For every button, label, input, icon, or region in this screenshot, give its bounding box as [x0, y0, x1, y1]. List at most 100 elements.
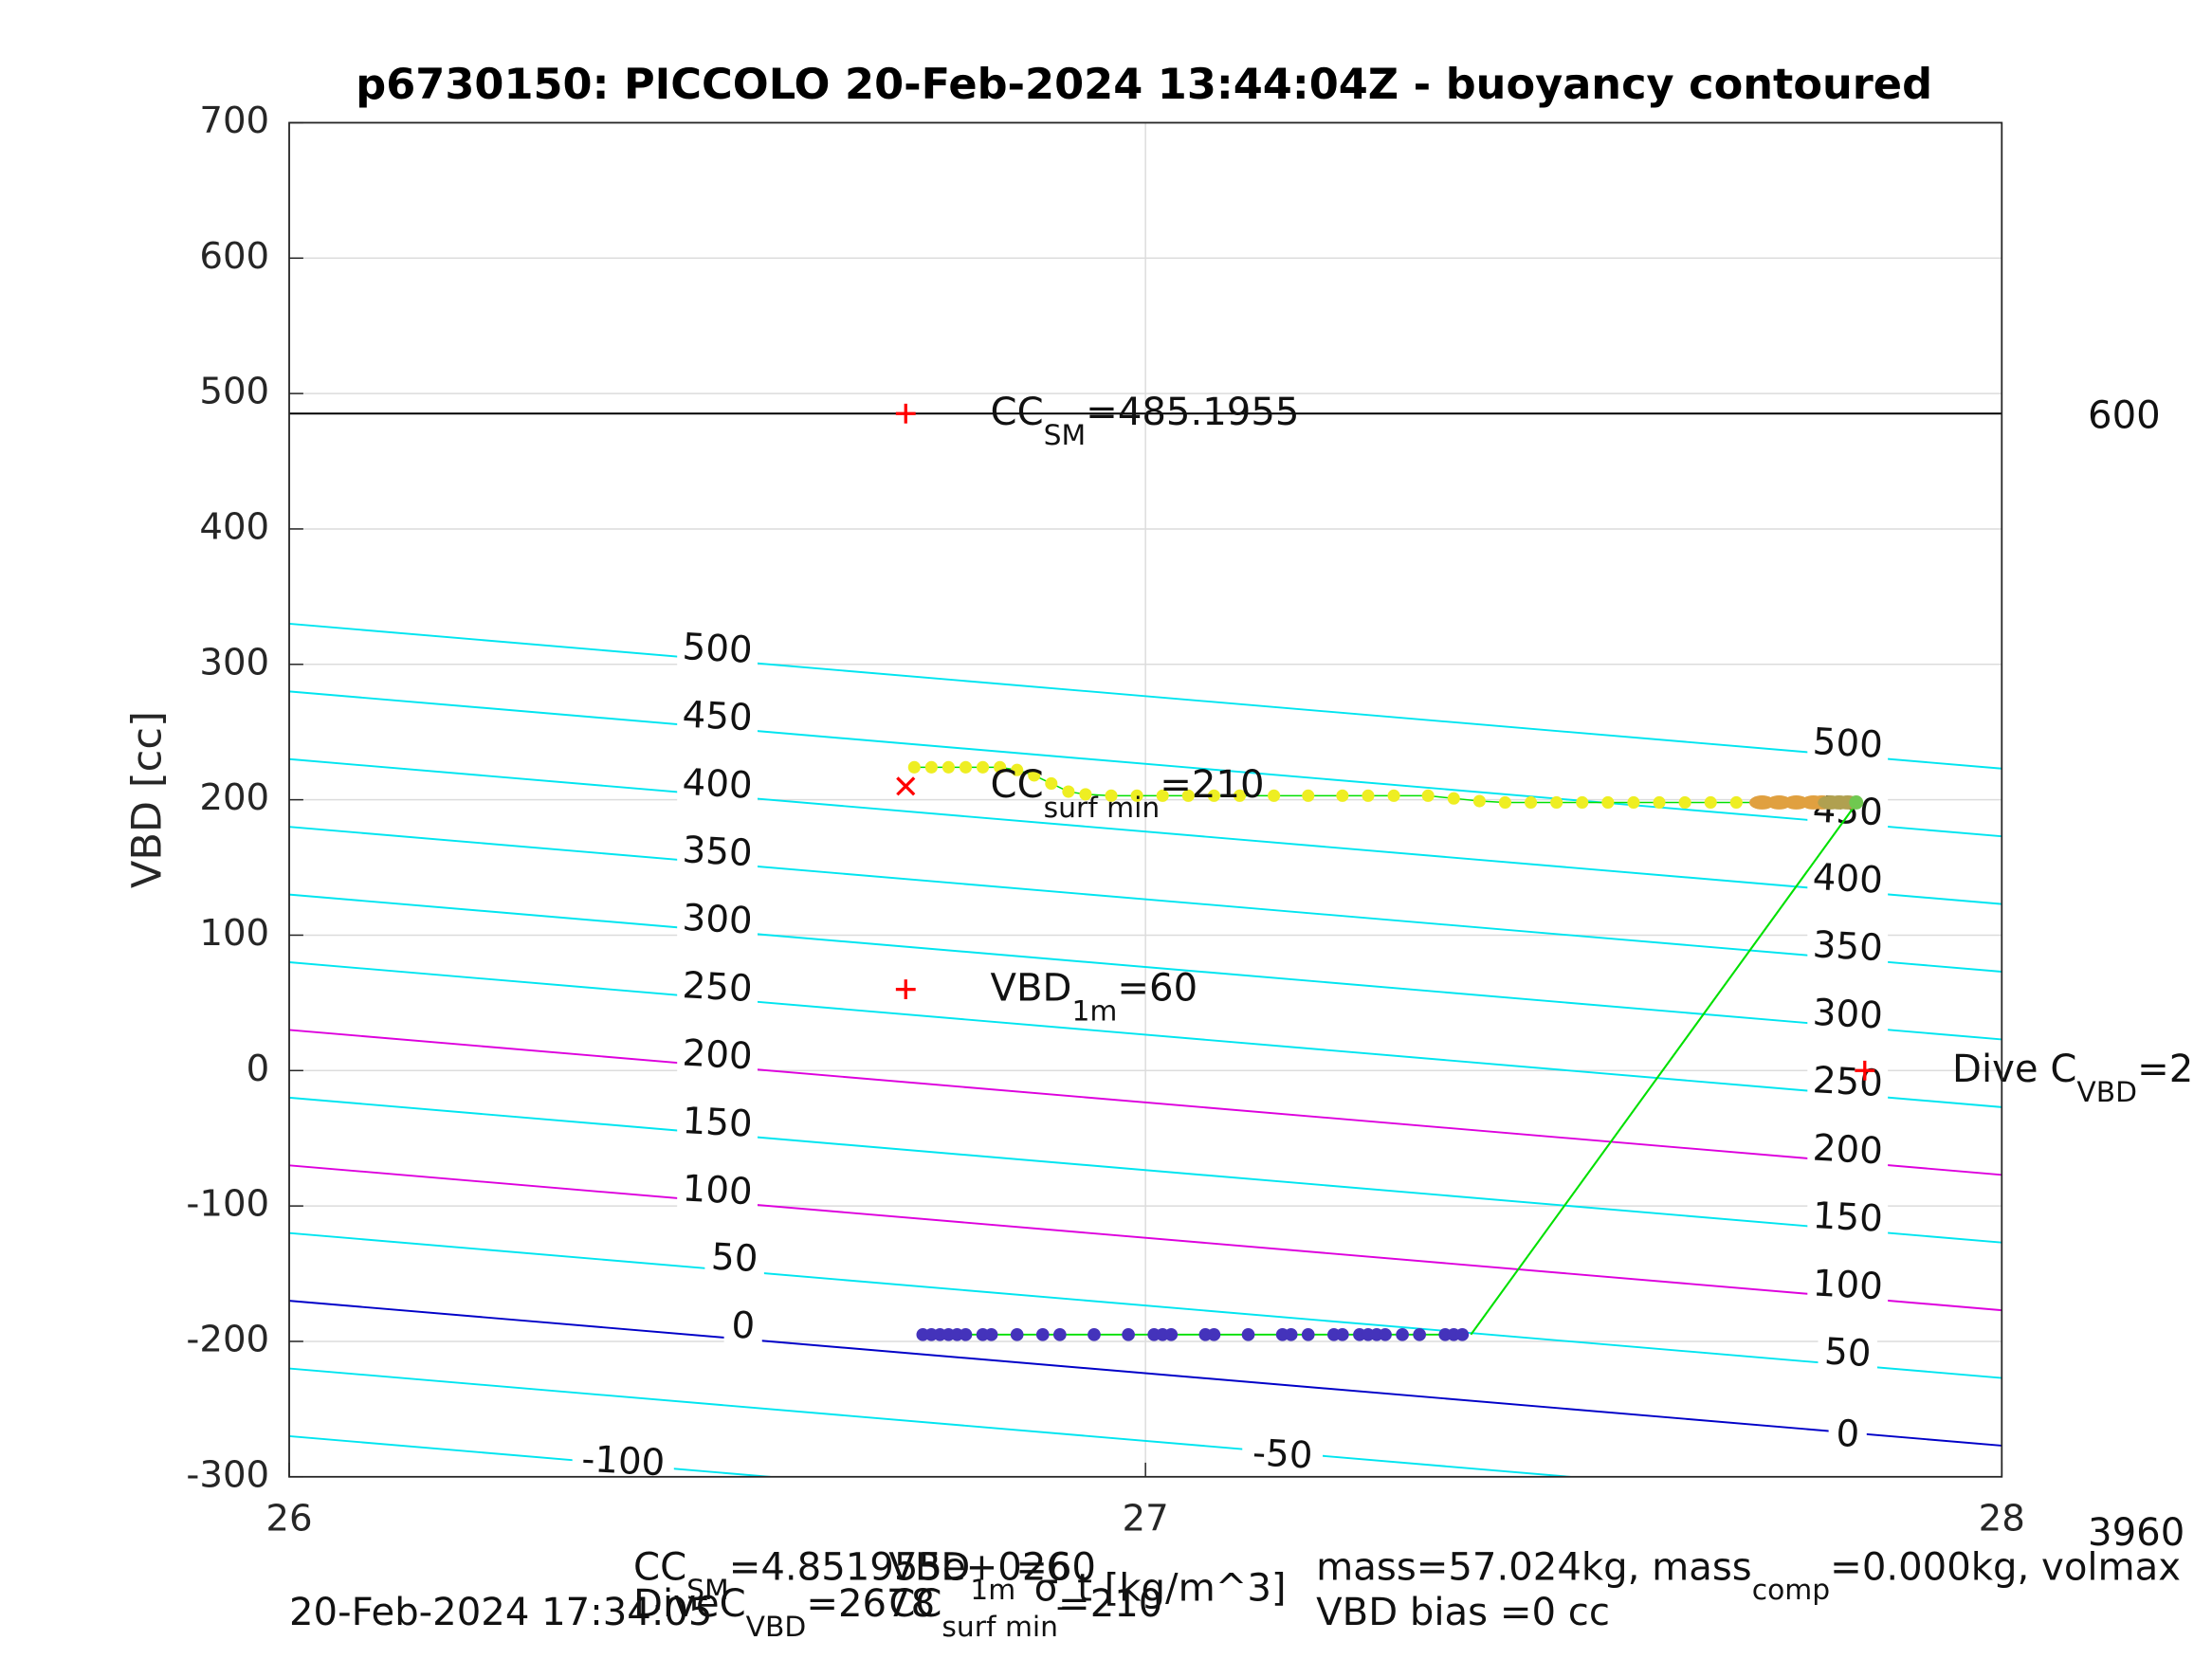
contour-label: 250	[1812, 1059, 1884, 1105]
contour-label-bg	[1242, 1433, 1324, 1477]
dive-point	[1413, 1327, 1426, 1341]
dive-point	[1164, 1327, 1179, 1341]
contour-label: 350	[1812, 923, 1884, 970]
dive-point	[1301, 1327, 1315, 1341]
marker-label-main: CC	[991, 763, 1044, 807]
contour-label: 0	[1835, 1413, 1860, 1456]
footer-cc-sm-sub: SM	[686, 1574, 729, 1607]
climb-point	[1447, 792, 1460, 805]
footer-cc-sm-tail: =4.851955e+026	[729, 1545, 1070, 1589]
buoyancy-contours	[289, 622, 2002, 1477]
contour-label-bg	[1828, 1413, 1867, 1456]
climb-point	[1387, 789, 1400, 802]
dive-point	[1088, 1327, 1101, 1341]
y-tick-label: 300	[199, 641, 269, 684]
contour-line	[289, 893, 2002, 1041]
contour-label-bg	[1807, 1196, 1889, 1240]
climb-point	[994, 760, 1007, 774]
footer-mass: mass=57.024kg, masscomp=0.000kg, volmax	[1316, 1545, 2181, 1607]
contour-label: 100	[1812, 1262, 1884, 1308]
x-tick-label: 28	[1979, 1497, 2025, 1540]
contour-label: 400	[1812, 856, 1884, 902]
marker-label-sub: 1m	[1071, 994, 1117, 1028]
climb-point	[941, 760, 955, 774]
dive-point	[1396, 1327, 1409, 1341]
marker-label-sub: surf min	[1044, 792, 1161, 825]
contour-label-bg	[1807, 1061, 1889, 1104]
contour-label: 450	[1812, 789, 1884, 835]
dive-point	[1122, 1327, 1135, 1341]
contour-label: -50	[1252, 1431, 1313, 1477]
climb-point	[1498, 795, 1512, 810]
marker-label-main: VBD	[991, 966, 1072, 1010]
climb-point	[1472, 794, 1486, 808]
dive-point	[1207, 1327, 1221, 1341]
contour-label-bg	[677, 1170, 758, 1212]
contour-label: 300	[682, 897, 754, 943]
footer-cc-sm: CCSM=4.851955e+026	[633, 1545, 1070, 1607]
contour-label: 150	[682, 1100, 754, 1146]
contour-label: 250	[682, 964, 754, 1011]
dive-point	[984, 1327, 998, 1341]
contour-label-bg	[677, 696, 758, 738]
climb-point	[1268, 789, 1281, 802]
dive-point	[1035, 1327, 1050, 1341]
climb-point	[1550, 795, 1563, 810]
x-tick-label: 26	[265, 1497, 312, 1540]
dive-climb-connector	[1470, 803, 1857, 1336]
contour-line	[289, 1300, 2002, 1447]
contour-label-bg	[677, 1102, 758, 1145]
footer-vbd1m-sub: 1m	[970, 1574, 1015, 1607]
contour-line	[289, 690, 2002, 838]
climb-point	[1421, 789, 1435, 802]
footer-ccsurf: CCsurf min=210	[888, 1582, 1162, 1644]
contour-label-bg	[677, 1034, 758, 1077]
footer-dive-cvbd: DiveCVBD=2678	[633, 1582, 935, 1644]
climb-point	[1130, 789, 1143, 802]
footer-ccsurf-sub: surf min	[941, 1611, 1058, 1644]
contour-label: 400	[682, 761, 754, 808]
climb-point	[1362, 789, 1375, 802]
contour-line	[289, 961, 2002, 1108]
contour-label-bg	[723, 1304, 762, 1348]
dive-point	[1455, 1327, 1470, 1341]
y-tick-label: 500	[199, 371, 269, 413]
contour-label: 200	[1812, 1127, 1884, 1174]
y-tick-label: 700	[199, 100, 269, 142]
contour-label: 200	[682, 1032, 754, 1079]
x-tick-label: 27	[1123, 1497, 1169, 1540]
y-tick-label: -100	[186, 1183, 269, 1226]
dive-point	[1010, 1327, 1024, 1341]
contour-label-bg	[677, 763, 758, 807]
right-label: 3960	[2088, 1511, 2185, 1555]
dive-point	[1052, 1327, 1067, 1341]
climb-point	[1678, 795, 1691, 810]
contour-line	[289, 1164, 2002, 1312]
y-tick-label: -200	[186, 1318, 269, 1360]
footer-vbd-bias: VBD bias =0 cc	[1316, 1591, 1610, 1634]
y-tick-label: 100	[199, 912, 269, 955]
climb-point	[1525, 795, 1538, 810]
climb-point	[1729, 795, 1743, 810]
contour-label-bg	[677, 966, 758, 1010]
climb-point	[924, 760, 938, 774]
contour-label-bg	[1807, 994, 1889, 1036]
dive-point	[1241, 1327, 1255, 1341]
footer-dive-cvbd-main: DiveC	[633, 1582, 746, 1626]
y-tick-label: 200	[199, 776, 269, 819]
footer-mass-main: mass=57.024kg, mass	[1316, 1545, 1752, 1589]
contour-label: 50	[710, 1236, 759, 1282]
marker-label-sub: SM	[1044, 419, 1087, 452]
right-labels: 600 3960	[2088, 393, 2185, 1554]
climb-point-end	[1849, 795, 1864, 810]
contour-line	[289, 757, 2002, 905]
marker-label-tail: =485.1955	[1086, 391, 1299, 434]
contour-label: 500	[682, 626, 754, 672]
footer-mass-sub: comp	[1752, 1574, 1830, 1607]
y-tick-label: 600	[199, 235, 269, 278]
climb-point	[1653, 795, 1666, 810]
climb-point	[1079, 788, 1092, 801]
footer-ccsurf-main: CC	[888, 1582, 941, 1626]
climb-point	[1601, 795, 1615, 810]
